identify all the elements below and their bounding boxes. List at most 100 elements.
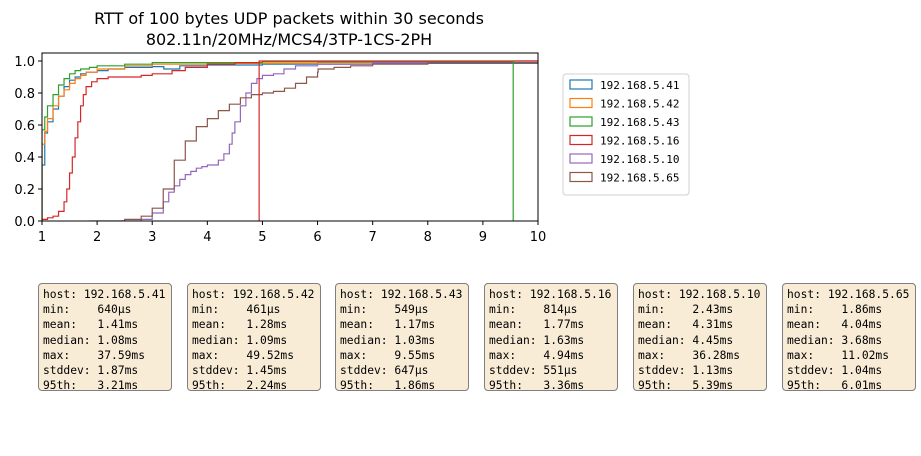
stat-label: max: — [340, 348, 395, 362]
stat-label: 95th: — [638, 379, 693, 393]
stat-row-min: min: 461µs — [192, 302, 316, 317]
stat-value: 3.68ms — [841, 333, 883, 347]
legend-swatch — [569, 116, 593, 127]
y-tick-label: 0.4 — [14, 151, 35, 166]
stat-row-host: host: 192.168.5.16 — [489, 287, 613, 302]
chart-title: RTT of 100 bytes UDP packets within 30 s… — [94, 9, 484, 28]
legend-frame — [562, 73, 690, 196]
stat-row-min: min: 640µs — [43, 302, 167, 317]
stat-label: max: — [43, 348, 98, 362]
stat-value: 1.86ms — [394, 379, 436, 393]
stat-value: 461µs — [246, 303, 281, 317]
legend-label: 192.168.5.16 — [600, 135, 679, 148]
stat-row-p95: 95th: 5.39ms — [638, 378, 762, 393]
legend-swatch — [569, 97, 593, 109]
stat-value: 2.24ms — [246, 379, 288, 393]
stat-row-max: max: 4.94ms — [489, 348, 613, 363]
stat-label: median: — [340, 333, 395, 347]
stat-row-median: median: 1.09ms — [192, 333, 316, 348]
stat-value: 640µs — [97, 303, 132, 317]
stat-label: host: — [489, 288, 530, 301]
stat-row-host: host: 192.168.5.65 — [787, 287, 911, 302]
stat-label: min: — [787, 303, 842, 317]
stat-value: 192.168.5.16 — [529, 288, 612, 301]
stat-label: stddev: — [638, 364, 693, 378]
stat-label: 95th: — [340, 379, 395, 393]
stat-label: stddev: — [489, 364, 544, 378]
stat-value: 1.87ms — [97, 364, 139, 378]
stat-value: 1.04ms — [841, 364, 883, 378]
stat-label: min: — [340, 303, 395, 317]
y-tick-label: 0.2 — [14, 183, 35, 198]
stat-value: 1.45ms — [246, 364, 288, 378]
stat-row-stddev: stddev: 1.13ms — [638, 363, 762, 378]
stat-value: 1.86ms — [841, 303, 883, 317]
series-line-3 — [42, 60, 538, 221]
stat-label: median: — [43, 333, 98, 347]
legend-swatch — [569, 153, 593, 164]
legend-label: 192.168.5.43 — [600, 116, 679, 129]
stat-row-p95: 95th: 3.21ms — [43, 378, 167, 393]
stat-value: 3.36ms — [543, 379, 585, 393]
y-tick-label: 1.0 — [14, 55, 35, 70]
stat-row-min: min: 2.43ms — [638, 302, 762, 317]
stat-label: mean: — [192, 318, 247, 332]
stat-value: 192.168.5.10 — [678, 288, 761, 301]
x-tick-label: 4 — [203, 230, 211, 245]
stat-row-host: host: 192.168.5.41 — [43, 287, 167, 302]
stat-value: 3.21ms — [97, 379, 139, 393]
stat-value: 192.168.5.41 — [83, 288, 166, 301]
y-tick-label: 0.0 — [14, 215, 35, 230]
stat-value: 1.28ms — [246, 318, 288, 332]
stat-value: 192.168.5.65 — [827, 288, 910, 301]
stat-value: 37.59ms — [97, 348, 146, 362]
stat-value: 49.52ms — [246, 348, 295, 362]
stat-label: stddev: — [787, 364, 842, 378]
stat-value: 1.09ms — [246, 333, 288, 347]
series-layer — [42, 60, 538, 221]
stat-value: 4.04ms — [841, 318, 883, 332]
stat-label: max: — [638, 348, 693, 362]
stat-label: min: — [489, 303, 544, 317]
stat-label: max: — [489, 348, 544, 362]
stat-value: 1.77ms — [543, 318, 585, 332]
stat-row-stddev: stddev: 1.04ms — [787, 363, 911, 378]
stat-row-max: max: 11.02ms — [787, 348, 911, 363]
stats-box: host: 192.168.5.65 min: 1.86ms mean: 4.04m… — [782, 283, 916, 393]
x-tick-label: 1 — [38, 230, 46, 245]
stat-label: min: — [192, 303, 247, 317]
legend-label: 192.168.5.41 — [600, 79, 679, 92]
stat-label: host: — [638, 288, 679, 301]
stat-label: mean: — [489, 318, 544, 332]
stats-box: host: 192.168.5.42 min: 461µs mean: 1.28ms… — [187, 283, 321, 393]
stat-row-p95: 95th: 1.86ms — [340, 378, 464, 393]
stat-row-min: min: 549µs — [340, 302, 464, 317]
stat-row-min: min: 814µs — [489, 302, 613, 317]
stat-label: 95th: — [192, 379, 247, 393]
stat-label: mean: — [638, 318, 693, 332]
stats-box: host: 192.168.5.16 min: 814µs mean: 1.77ms… — [484, 283, 618, 393]
stat-label: mean: — [787, 318, 842, 332]
stats-box: host: 192.168.5.10 min: 2.43ms mean: 4.31m… — [633, 283, 767, 393]
stat-row-max: max: 37.59ms — [43, 348, 167, 363]
legend-label: 192.168.5.10 — [600, 153, 679, 166]
stat-row-p95: 95th: 6.01ms — [787, 378, 911, 393]
stat-label: min: — [638, 303, 693, 317]
series-line-5 — [120, 62, 538, 221]
stat-value: 2.43ms — [692, 303, 734, 317]
stat-label: max: — [787, 348, 842, 362]
stat-value: 4.45ms — [692, 333, 734, 347]
y-tick-label: 0.6 — [14, 119, 35, 134]
plot-frame — [41, 52, 539, 222]
stat-row-median: median: 1.63ms — [489, 333, 613, 348]
stat-value: 551µs — [543, 364, 578, 378]
stat-label: median: — [787, 333, 842, 347]
stat-value: 192.168.5.43 — [380, 288, 463, 301]
stat-row-max: max: 36.28ms — [638, 348, 762, 363]
x-tick-label: 3 — [148, 230, 156, 245]
chart-subtitle: 802.11n/20MHz/MCS4/3TP-1CS-2PH — [146, 30, 432, 49]
stat-label: mean: — [340, 318, 395, 332]
stat-value: 1.03ms — [394, 333, 436, 347]
stat-row-stddev: stddev: 551µs — [489, 363, 613, 378]
